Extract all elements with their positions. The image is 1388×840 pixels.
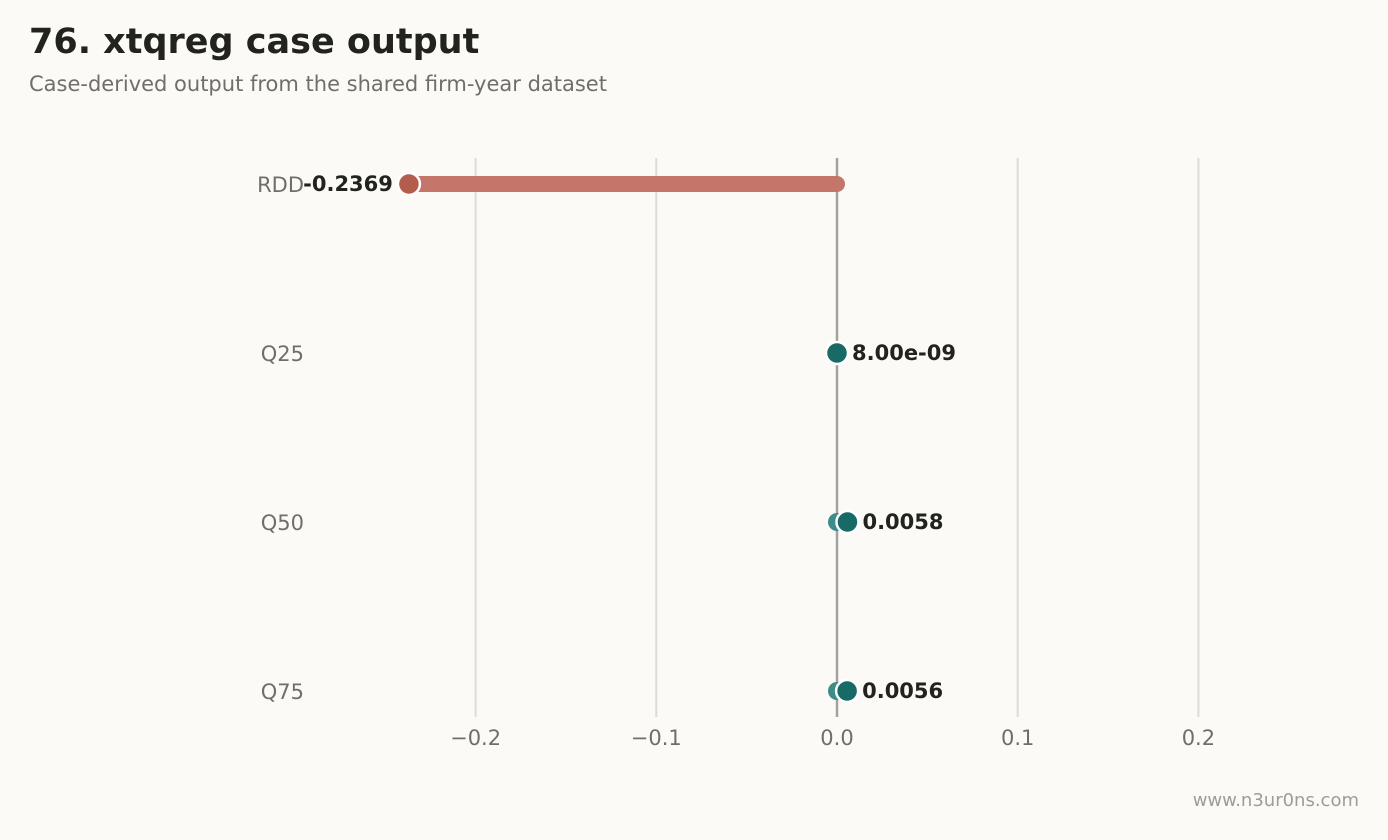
category-label: RDD (257, 173, 304, 197)
value-dot (824, 340, 850, 366)
value-labels: -0.2369 8.00e-09 0.0058 0.0056 (303, 172, 956, 703)
category-label: Q50 (261, 511, 304, 535)
x-tick-label: −0.2 (450, 726, 501, 750)
value-dot (834, 678, 860, 704)
x-tick-labels: −0.2 −0.1 0.0 0.1 0.2 (450, 726, 1215, 750)
value-label: 0.0056 (862, 679, 943, 703)
dots (396, 171, 860, 704)
value-label: 0.0058 (862, 510, 943, 534)
value-dot (396, 171, 422, 197)
category-label: Q25 (261, 342, 304, 366)
x-tick-label: −0.1 (631, 726, 682, 750)
value-label: 8.00e-09 (852, 341, 956, 365)
category-labels: RDD Q25 Q50 Q75 (257, 173, 304, 704)
chart-title: 76. xtqreg case output (29, 22, 480, 62)
value-dot (835, 509, 860, 535)
chart-subtitle: Case-derived output from the shared firm… (29, 72, 607, 96)
watermark: www.n3ur0ns.com (1192, 790, 1359, 811)
x-tick-label: 0.2 (1182, 726, 1215, 750)
value-label: -0.2369 (303, 172, 393, 196)
grid-lines (474, 158, 1200, 717)
x-tick-label: 0.1 (1001, 726, 1034, 750)
category-label: Q75 (261, 680, 304, 704)
x-tick-label: 0.0 (820, 726, 853, 750)
